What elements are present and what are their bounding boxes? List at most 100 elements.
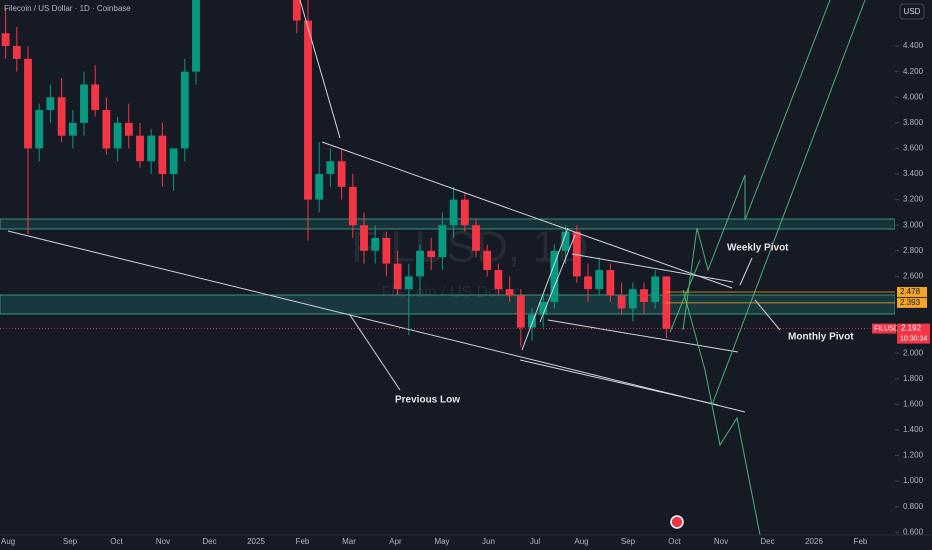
y-tick-label: 2.000 bbox=[903, 348, 924, 357]
watermark-subtitle: Filecoin / US Dollar bbox=[382, 284, 520, 301]
event-icon[interactable] bbox=[670, 515, 684, 529]
candle-body bbox=[315, 174, 324, 200]
watermark: FILUSD, 1D bbox=[351, 223, 588, 272]
trend-line bbox=[321, 141, 733, 289]
price-axis bbox=[895, 0, 932, 550]
y-tick-label: 0.600 bbox=[903, 527, 924, 536]
y-tick-label: 3.400 bbox=[903, 169, 924, 178]
x-tick-label: Feb bbox=[296, 537, 310, 546]
candle-body bbox=[12, 46, 21, 59]
x-tick-label: Dec bbox=[202, 537, 216, 546]
candle-body bbox=[516, 295, 525, 328]
candle-body bbox=[337, 161, 346, 187]
candle-body bbox=[494, 270, 503, 290]
candle-body bbox=[550, 250, 559, 302]
candle-body bbox=[46, 97, 55, 111]
y-tick-label: 1.800 bbox=[903, 374, 924, 383]
x-tick-label: May bbox=[434, 537, 449, 546]
candle-body bbox=[24, 58, 32, 149]
arrow-line bbox=[349, 314, 401, 391]
candle-body bbox=[304, 20, 312, 200]
trend-line bbox=[7, 230, 746, 413]
level-tag-label: 2.393 bbox=[900, 298, 921, 307]
trend-line bbox=[547, 319, 739, 353]
candle-body bbox=[360, 225, 368, 251]
candle-body bbox=[371, 238, 380, 251]
level-tag bbox=[897, 297, 927, 308]
candle-body bbox=[102, 110, 111, 149]
annotation: Previous Low bbox=[395, 395, 460, 406]
y-tick-label: 2.800 bbox=[903, 246, 924, 255]
x-tick-label: Feb bbox=[854, 537, 868, 546]
candle-body bbox=[147, 135, 156, 162]
candle-body bbox=[348, 186, 357, 226]
projection bbox=[711, 0, 866, 406]
y-tick-label: 1.400 bbox=[903, 425, 924, 434]
level-tag bbox=[897, 287, 927, 298]
candle-body bbox=[404, 276, 413, 290]
y-tick-label: 3.200 bbox=[903, 195, 924, 204]
candle-body bbox=[158, 135, 167, 175]
x-tick-label: Aug bbox=[1, 537, 15, 546]
projection bbox=[682, 0, 831, 331]
drawings bbox=[7, 0, 866, 535]
x-tick-label: Sep bbox=[621, 537, 636, 546]
x-tick-label: Jun bbox=[482, 537, 495, 546]
candle-body bbox=[91, 84, 100, 111]
x-tick-label: Nov bbox=[156, 537, 170, 546]
x-tick-label: Dec bbox=[760, 537, 774, 546]
candle-body bbox=[449, 199, 458, 226]
candles bbox=[1, 0, 671, 347]
candle-body bbox=[382, 238, 391, 264]
x-tick-label: Oct bbox=[110, 537, 123, 546]
candle-body bbox=[617, 295, 626, 309]
price-tag bbox=[897, 323, 930, 344]
candle-body bbox=[539, 301, 548, 315]
y-tick-label: 1.200 bbox=[903, 451, 924, 460]
candle-body bbox=[472, 225, 480, 251]
candle-body bbox=[124, 122, 133, 136]
trend-line bbox=[519, 359, 719, 406]
projection bbox=[682, 289, 761, 535]
candle-body bbox=[393, 263, 402, 290]
candle-body bbox=[561, 231, 570, 251]
candle-body bbox=[427, 250, 436, 258]
candle-body bbox=[192, 0, 200, 72]
y-tick-label: 4.200 bbox=[903, 67, 924, 76]
arrow-line bbox=[739, 257, 753, 286]
candle-body bbox=[292, 0, 301, 21]
candle-body bbox=[326, 161, 335, 175]
currency-button[interactable] bbox=[899, 3, 925, 20]
symbol-tag bbox=[872, 323, 896, 334]
candle-body bbox=[651, 276, 660, 302]
candle-body bbox=[606, 270, 615, 296]
candle-body bbox=[640, 289, 648, 302]
candle-body bbox=[584, 276, 592, 290]
trend-line bbox=[539, 234, 576, 323]
candle-body bbox=[528, 314, 536, 328]
zones bbox=[0, 218, 895, 315]
candle-body bbox=[628, 289, 637, 309]
candle-body bbox=[438, 225, 447, 258]
chart-title: Filecoin / US Dollar · 1D · Coinbase bbox=[4, 4, 131, 13]
candle-body bbox=[505, 289, 514, 296]
price-tag-label: 2.192 bbox=[901, 324, 922, 333]
y-tick-label: 4.400 bbox=[903, 41, 924, 50]
trend-line bbox=[521, 227, 569, 351]
y-tick-label: 3.800 bbox=[903, 118, 924, 127]
candle-body bbox=[169, 148, 178, 175]
y-tick-label: 1.600 bbox=[903, 399, 924, 408]
x-tick-label: Oct bbox=[668, 537, 681, 546]
candle-body bbox=[1, 33, 10, 47]
y-tick-label: 3.600 bbox=[903, 144, 924, 153]
y-tick-label: 1.000 bbox=[903, 476, 924, 485]
y-tick-label: 4.000 bbox=[903, 92, 924, 101]
level-tag-label: 2.478 bbox=[900, 287, 921, 296]
x-tick-label: Sep bbox=[63, 537, 78, 546]
candle-body bbox=[483, 250, 492, 270]
arrow-line bbox=[299, 0, 341, 139]
symbol-tag-label: FILUSD bbox=[874, 325, 899, 332]
support-zone bbox=[0, 294, 895, 315]
candle-body bbox=[80, 84, 88, 123]
